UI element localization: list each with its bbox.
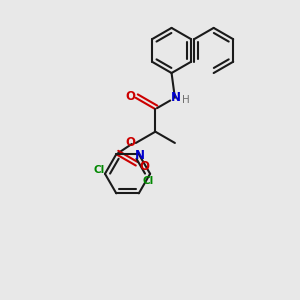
Text: Cl: Cl [143,176,154,186]
Text: O: O [126,136,136,149]
Text: N: N [170,91,181,104]
Text: O: O [125,90,136,103]
Text: Cl: Cl [93,165,105,175]
Text: O: O [139,160,149,173]
Text: N: N [134,149,145,162]
Text: H: H [182,95,189,105]
